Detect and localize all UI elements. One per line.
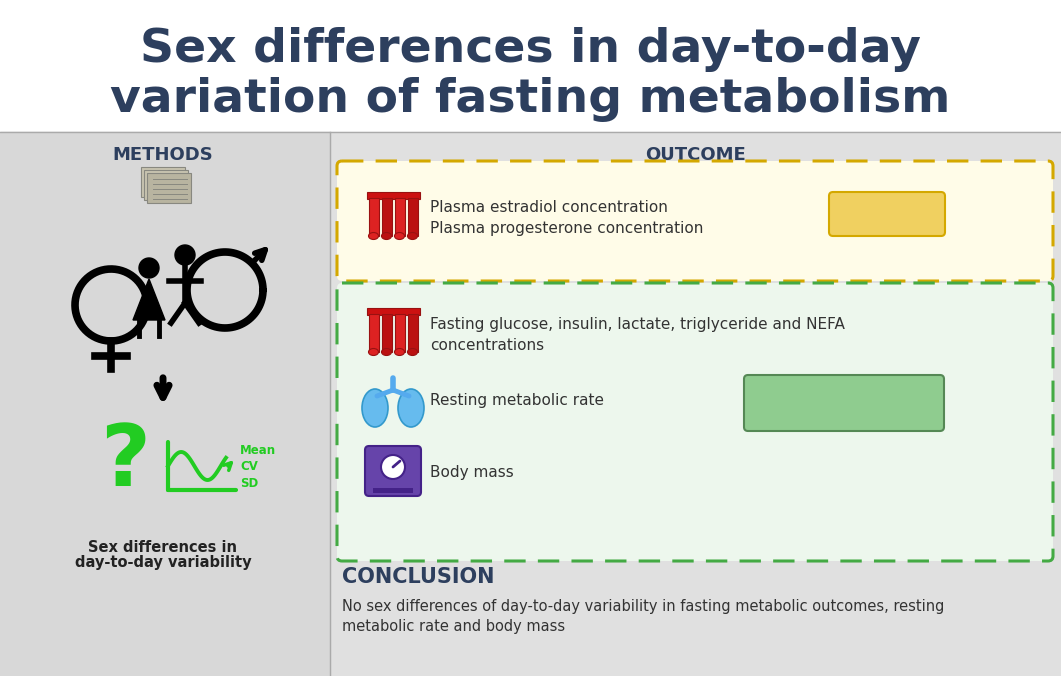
Text: ?: ? [100,422,150,504]
Polygon shape [133,279,166,320]
Ellipse shape [407,233,417,239]
Text: Sex differences in: Sex differences in [88,539,238,554]
FancyBboxPatch shape [829,192,945,236]
Bar [366,308,419,315]
FancyBboxPatch shape [144,170,188,200]
Bar [373,488,413,493]
Text: p > 0.05: p > 0.05 [813,404,875,420]
Text: metabolic rate and body mass: metabolic rate and body mass [342,619,566,635]
FancyBboxPatch shape [337,161,1053,281]
Text: p < 0.05: p < 0.05 [851,205,923,223]
Text: variation of fasting metabolism: variation of fasting metabolism [109,78,951,122]
Bar [0,132,1061,676]
Circle shape [381,455,405,479]
Text: No sex differences of day-to-day variability in fasting metabolic outcomes, rest: No sex differences of day-to-day variabi… [342,600,944,614]
Bar [382,314,392,352]
Ellipse shape [368,349,379,356]
Bar [0,0,1061,132]
Text: Plasma estradiol concentration: Plasma estradiol concentration [430,201,667,216]
Ellipse shape [382,349,392,356]
Text: No meaningful difference: No meaningful difference [751,387,937,402]
Ellipse shape [368,233,379,239]
FancyBboxPatch shape [337,283,1053,561]
Bar [395,198,404,236]
Ellipse shape [362,389,388,427]
Text: Sex differences in day-to-day: Sex differences in day-to-day [140,28,921,72]
Bar [382,198,392,236]
Text: CONCLUSION: CONCLUSION [342,567,494,587]
Bar [0,132,330,676]
Text: METHODS: METHODS [112,146,213,164]
FancyBboxPatch shape [744,375,944,431]
Bar [368,314,379,352]
Bar [366,192,419,199]
Ellipse shape [382,233,392,239]
FancyBboxPatch shape [365,446,421,496]
Bar [395,314,404,352]
Text: Plasma progesterone concentration: Plasma progesterone concentration [430,220,703,235]
Ellipse shape [395,349,404,356]
Text: Fasting glucose, insulin, lactate, triglyceride and NEFA: Fasting glucose, insulin, lactate, trigl… [430,318,845,333]
Circle shape [175,245,195,265]
Text: day-to-day variability: day-to-day variability [74,554,251,569]
FancyBboxPatch shape [141,167,185,197]
Ellipse shape [398,389,424,427]
Text: concentrations: concentrations [430,337,544,352]
Bar [407,314,417,352]
Bar [368,198,379,236]
Bar [407,198,417,236]
Ellipse shape [395,233,404,239]
Text: Resting metabolic rate: Resting metabolic rate [430,393,604,408]
Text: Body mass: Body mass [430,464,514,479]
Text: OUTCOME: OUTCOME [645,146,746,164]
Text: Mean
CV
SD: Mean CV SD [240,444,276,490]
Ellipse shape [407,349,417,356]
Circle shape [139,258,159,278]
FancyBboxPatch shape [147,173,191,203]
